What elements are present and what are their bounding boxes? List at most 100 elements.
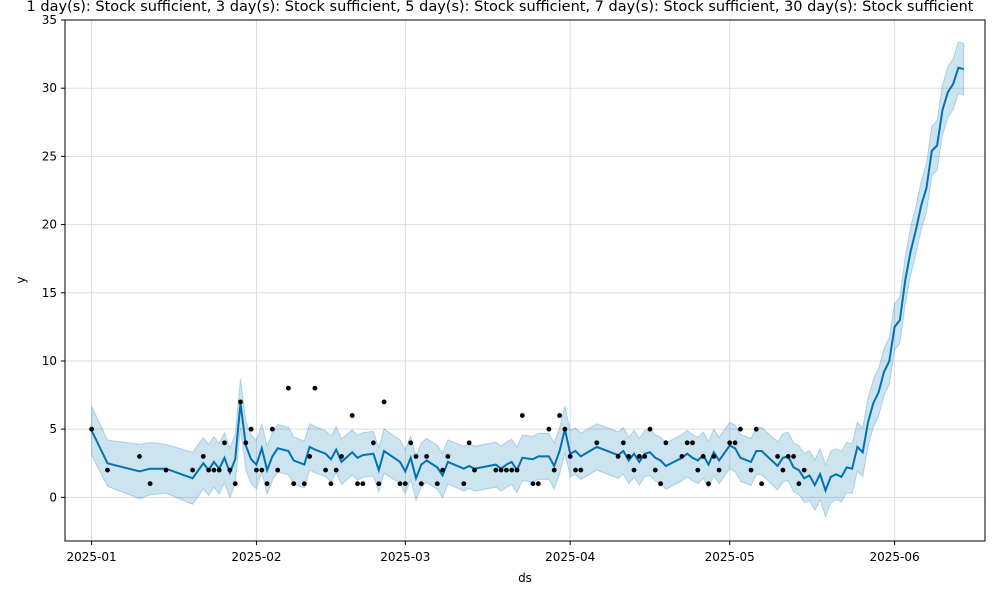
observed-point-65 xyxy=(621,440,626,446)
x-tick-label-0: 2025-01 xyxy=(67,550,117,564)
observed-point-21 xyxy=(286,385,291,391)
observed-point-45 xyxy=(461,481,467,487)
observed-point-85 xyxy=(748,467,754,473)
observed-point-83 xyxy=(732,440,738,446)
x-tick-label-3: 2025-04 xyxy=(545,550,595,564)
observed-point-72 xyxy=(658,481,663,487)
observed-point-35 xyxy=(381,399,387,405)
observed-point-40 xyxy=(418,481,424,487)
observed-point-1 xyxy=(105,467,110,473)
observed-point-0 xyxy=(89,426,94,432)
observed-point-53 xyxy=(519,413,525,418)
observed-point-15 xyxy=(248,426,254,432)
x-tick-label-4: 2025-05 xyxy=(705,550,755,564)
observed-point-56 xyxy=(546,426,552,432)
x-tick-label-1: 2025-02 xyxy=(231,550,281,564)
observed-point-8 xyxy=(211,467,217,473)
observed-point-77 xyxy=(695,467,701,473)
observed-point-60 xyxy=(567,454,573,459)
observed-point-28 xyxy=(333,467,339,473)
observed-point-20 xyxy=(275,467,281,473)
observed-point-86 xyxy=(753,426,759,432)
observed-point-33 xyxy=(371,440,376,446)
observed-point-66 xyxy=(626,454,632,459)
y-tick-label-0: 0 xyxy=(49,490,57,504)
observed-points xyxy=(89,385,807,487)
observed-point-13 xyxy=(238,399,243,405)
observed-point-68 xyxy=(636,454,642,459)
observed-point-87 xyxy=(759,481,764,487)
x-axis-ticks: 2025-01 2025-02 2025-03 2025-04 2025-05 2025-… xyxy=(67,541,920,564)
observed-point-62 xyxy=(578,467,584,473)
observed-point-49 xyxy=(498,467,504,473)
observed-point-93 xyxy=(801,467,807,473)
y-tick-label-2: 10 xyxy=(42,354,57,368)
observed-point-67 xyxy=(631,467,637,473)
observed-point-73 xyxy=(663,440,669,446)
observed-point-2 xyxy=(137,454,142,459)
observed-point-41 xyxy=(424,454,429,459)
observed-point-4 xyxy=(163,467,169,473)
y-tick-label-7: 35 xyxy=(42,13,57,27)
observed-point-82 xyxy=(727,440,733,446)
observed-point-63 xyxy=(594,440,600,446)
observed-point-46 xyxy=(466,440,472,446)
observed-point-19 xyxy=(270,426,275,432)
observed-point-92 xyxy=(796,481,802,487)
observed-point-27 xyxy=(328,481,334,487)
observed-point-55 xyxy=(535,481,541,487)
observed-point-36 xyxy=(397,481,403,487)
observed-point-90 xyxy=(785,454,791,459)
observed-point-58 xyxy=(557,413,562,418)
observed-point-81 xyxy=(716,467,722,473)
observed-point-54 xyxy=(530,481,536,487)
observed-point-32 xyxy=(360,481,366,487)
y-tick-label-1: 5 xyxy=(49,422,57,436)
observed-point-43 xyxy=(440,467,445,473)
observed-point-34 xyxy=(376,481,382,487)
observed-point-64 xyxy=(615,454,621,459)
observed-point-5 xyxy=(190,467,196,473)
forecast-line xyxy=(90,66,964,494)
observed-point-30 xyxy=(349,413,355,418)
observed-point-57 xyxy=(551,467,557,473)
observed-point-51 xyxy=(509,467,515,473)
observed-point-48 xyxy=(493,467,499,473)
observed-point-42 xyxy=(434,481,440,487)
observed-point-79 xyxy=(706,481,711,487)
observed-point-84 xyxy=(738,426,743,432)
observed-point-71 xyxy=(652,467,658,473)
observed-point-6 xyxy=(200,454,206,459)
observed-point-75 xyxy=(684,440,690,446)
plot-frame xyxy=(64,19,986,542)
observed-point-44 xyxy=(445,454,451,459)
observed-point-89 xyxy=(780,467,786,473)
observed-point-50 xyxy=(504,467,509,473)
observed-point-78 xyxy=(700,454,706,459)
observed-point-52 xyxy=(514,467,520,473)
observed-point-12 xyxy=(232,481,238,487)
y-axis-label: y xyxy=(14,276,28,283)
observed-point-25 xyxy=(312,385,318,391)
observed-point-9 xyxy=(216,467,222,473)
observed-point-31 xyxy=(355,481,360,487)
observed-point-39 xyxy=(413,454,419,459)
observed-point-14 xyxy=(243,440,249,446)
observed-point-23 xyxy=(301,481,307,487)
chart-title: 1 day(s): Stock sufficient, 3 day(s): St… xyxy=(27,0,974,15)
observed-point-37 xyxy=(402,481,408,487)
observed-point-80 xyxy=(711,454,717,459)
observed-point-76 xyxy=(690,440,695,446)
observed-point-61 xyxy=(573,467,578,473)
observed-point-26 xyxy=(323,467,328,473)
y-tick-label-6: 30 xyxy=(42,81,57,95)
plot-area xyxy=(65,20,985,541)
y-tick-label-4: 20 xyxy=(42,218,57,232)
observed-point-70 xyxy=(647,426,653,432)
x-tick-label-2: 2025-03 xyxy=(380,550,430,564)
observed-point-91 xyxy=(791,454,796,459)
observed-point-17 xyxy=(259,467,265,473)
observed-point-22 xyxy=(291,481,297,487)
observed-point-47 xyxy=(472,467,477,473)
